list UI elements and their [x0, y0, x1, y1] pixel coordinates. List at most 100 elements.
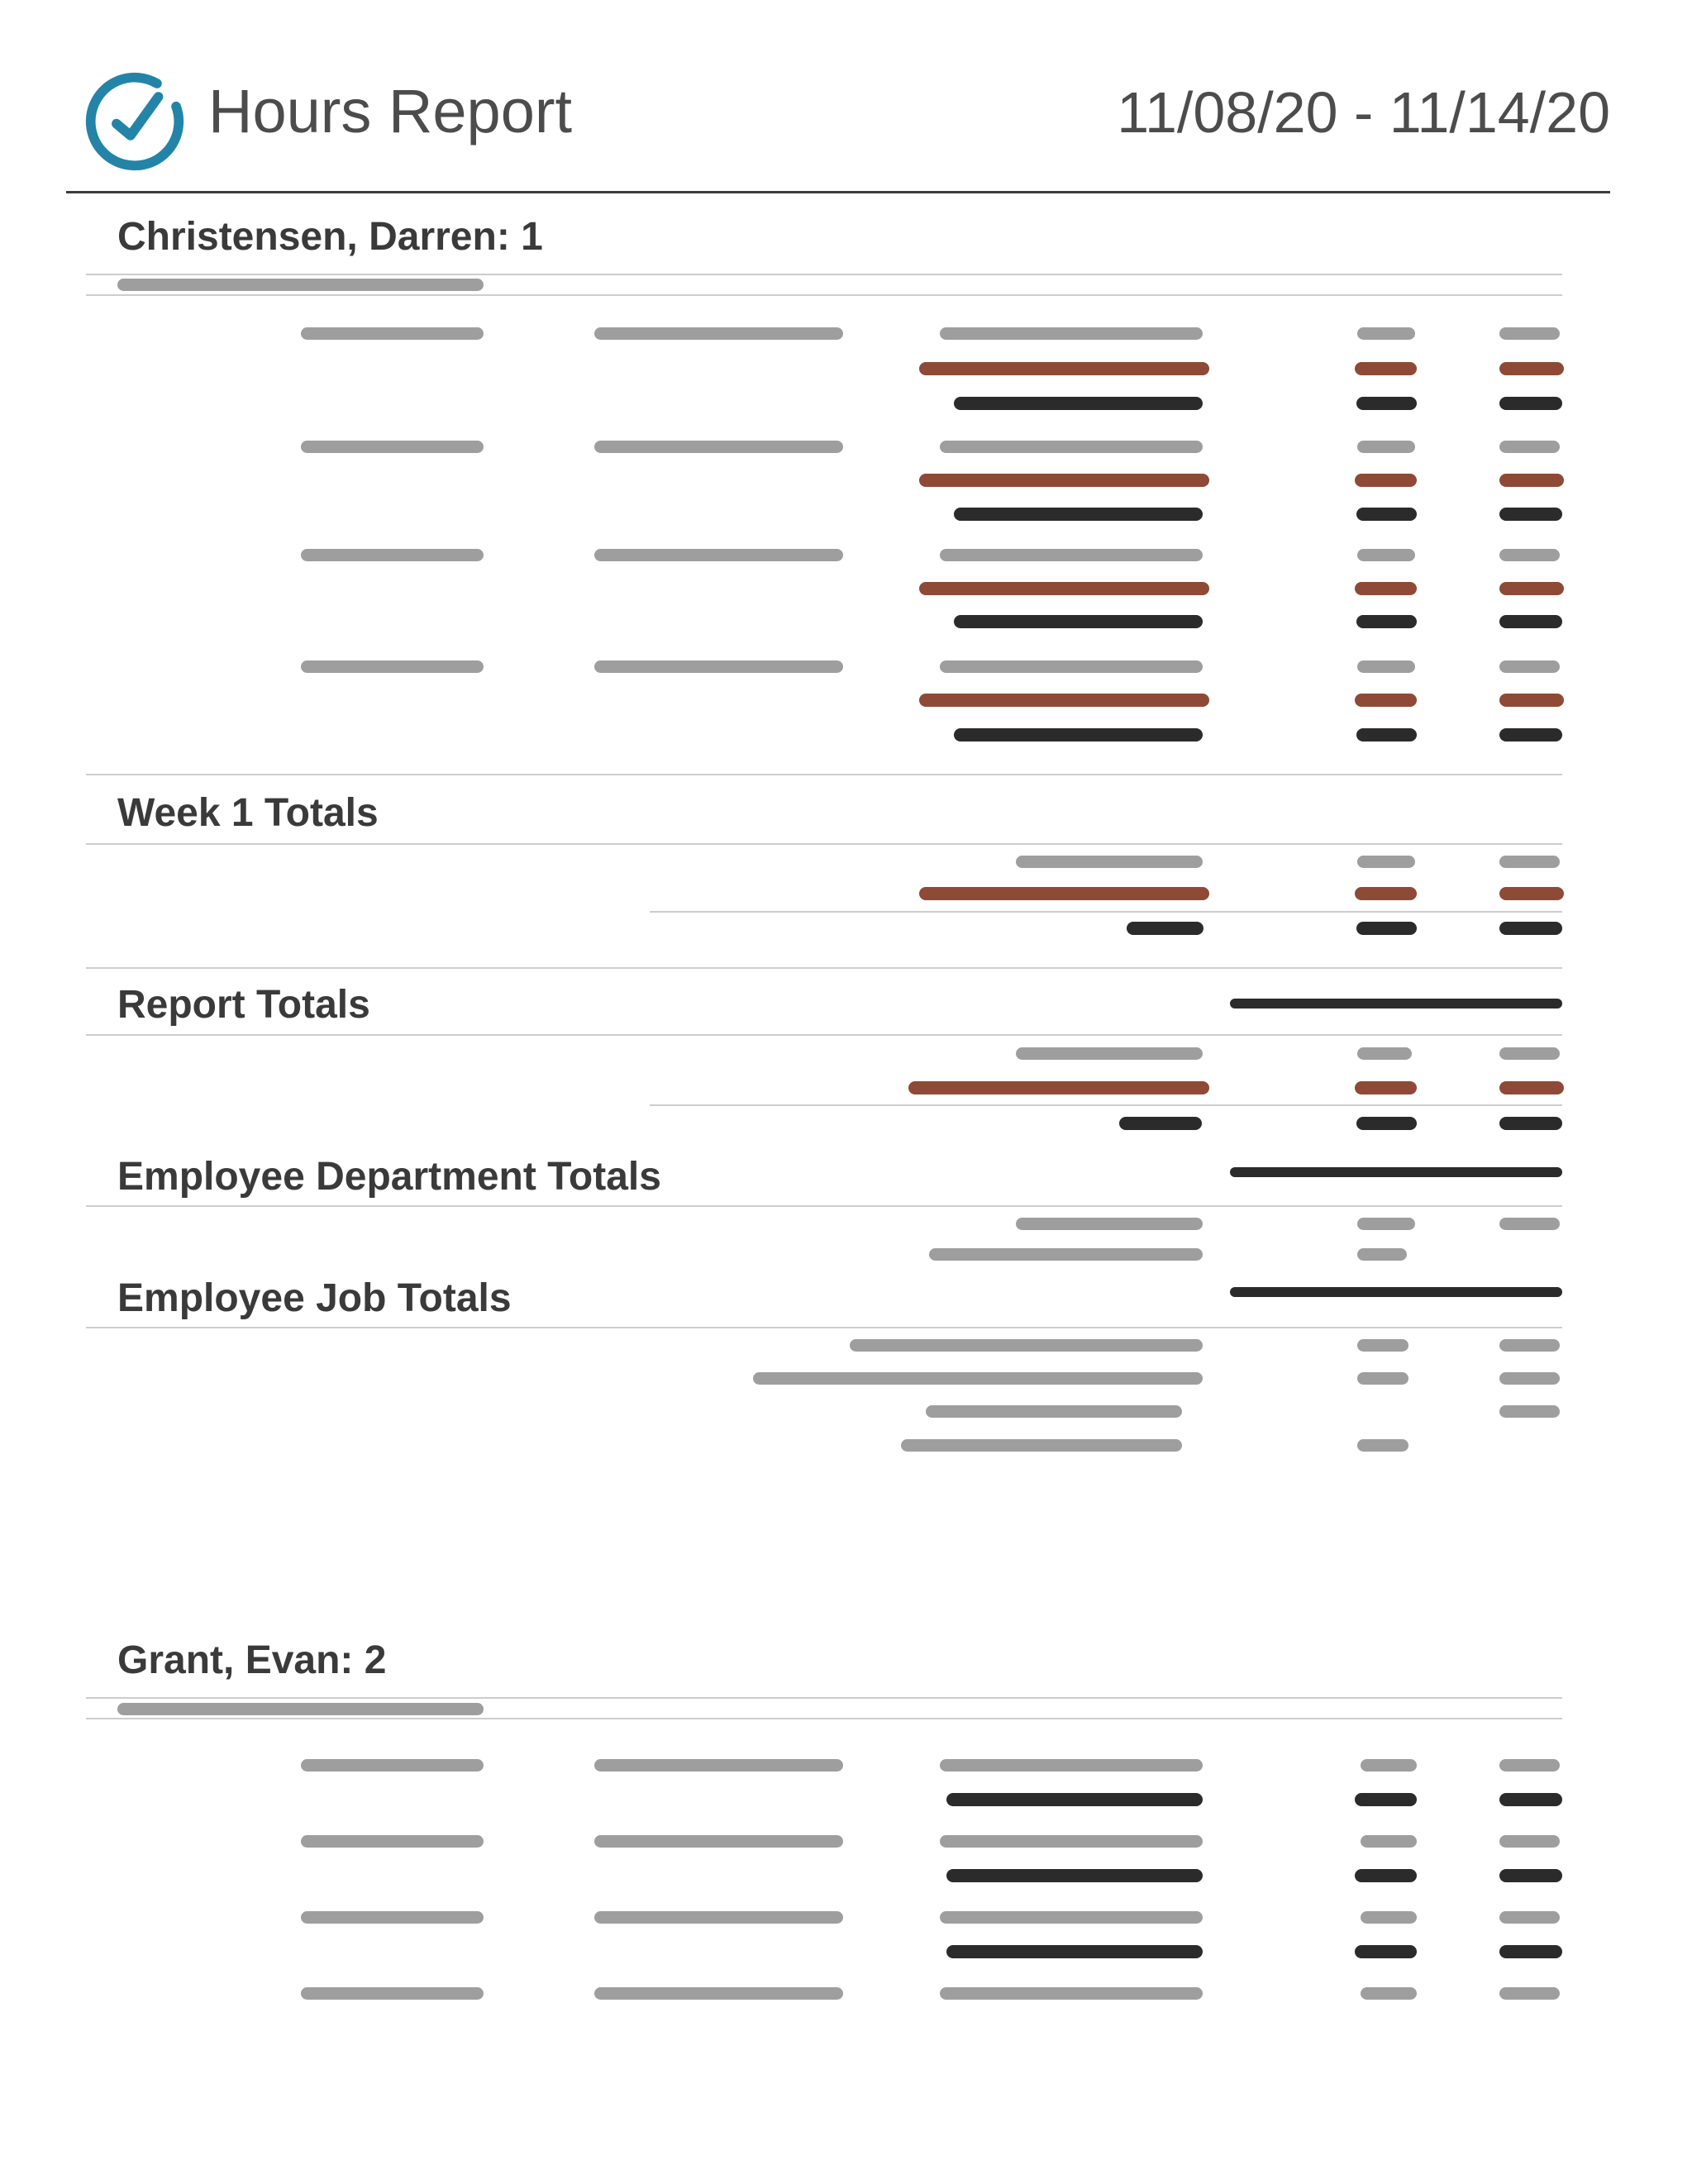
redacted-cell-bar — [1499, 362, 1564, 375]
redacted-cell-bar — [1355, 887, 1417, 900]
redacted-cell-bar — [1357, 1372, 1408, 1385]
row-divider-line — [86, 1697, 1562, 1699]
redacted-cell-bar — [1357, 660, 1415, 673]
header-divider — [66, 191, 1610, 193]
redacted-cell-bar — [1355, 362, 1417, 375]
redacted-cell-bar — [1499, 397, 1562, 410]
row-divider-line — [86, 774, 1562, 775]
redacted-cell-bar — [1357, 549, 1415, 561]
redacted-cell-bar — [1499, 1218, 1560, 1230]
redacted-cell-bar — [594, 441, 843, 453]
redacted-cell-bar — [594, 327, 843, 340]
redacted-cell-bar — [1357, 1218, 1415, 1230]
redacted-cell-bar — [1499, 327, 1560, 340]
redacted-cell-bar — [1499, 582, 1564, 595]
redacted-cell-bar — [1355, 1945, 1417, 1958]
week-totals-heading: Week 1 Totals — [117, 791, 379, 835]
row-divider-line — [86, 1205, 1562, 1207]
redacted-cell-bar — [850, 1339, 1203, 1352]
redacted-cell-bar — [1499, 1793, 1562, 1806]
redacted-cell-bar — [1499, 856, 1560, 868]
redacted-cell-bar — [1499, 1117, 1562, 1130]
redacted-cell-bar — [1356, 508, 1417, 521]
redacted-cell-bar — [594, 1759, 843, 1772]
redacted-cell-bar — [301, 1759, 484, 1772]
redacted-cell-bar — [1499, 1047, 1560, 1060]
redacted-cell-bar — [1499, 508, 1562, 521]
row-divider-line — [86, 294, 1562, 296]
redacted-cell-bar — [954, 615, 1203, 628]
redacted-cell-bar — [919, 474, 1209, 487]
redacted-cell-bar — [1357, 1047, 1412, 1060]
redacted-cell-bar — [1499, 1372, 1560, 1385]
redacted-cell-bar — [1361, 1987, 1417, 2000]
redacted-cell-bar — [1356, 728, 1417, 742]
redacted-cell-bar — [1499, 694, 1564, 707]
redacted-cell-bar — [1499, 474, 1564, 487]
redacted-cell-bar — [940, 1835, 1203, 1848]
redacted-cell-bar — [1016, 1218, 1203, 1230]
row-divider-line — [86, 1327, 1562, 1328]
redacted-cell-bar — [594, 660, 843, 673]
redacted-cell-bar — [954, 508, 1203, 521]
redacted-cell-bar — [919, 362, 1209, 375]
row-divider-line — [86, 843, 1562, 845]
redacted-cell-bar — [1499, 1339, 1560, 1352]
row-divider-line — [86, 1034, 1562, 1036]
redacted-cell-bar — [1361, 1835, 1417, 1848]
report-totals-heading: Report Totals — [117, 983, 370, 1027]
redacted-cell-bar — [1356, 922, 1417, 935]
redacted-cell-bar — [301, 441, 484, 453]
redacted-cell-bar — [1355, 474, 1417, 487]
redacted-cell-bar — [1357, 441, 1415, 453]
redacted-cell-bar — [1499, 922, 1562, 935]
redacted-cell-bar — [301, 327, 484, 340]
redacted-cell-bar — [1499, 728, 1562, 742]
redacted-cell-bar — [1361, 1759, 1417, 1772]
redacted-cell-bar — [594, 1835, 843, 1848]
redacted-cell-bar — [1357, 1439, 1408, 1452]
redacted-cell-bar — [1499, 1987, 1560, 2000]
redacted-cell-bar — [301, 1911, 484, 1924]
redacted-cell-bar — [594, 1911, 843, 1924]
redacted-cell-bar — [946, 1869, 1203, 1882]
clock-logo-icon — [85, 72, 184, 171]
redacted-cell-bar — [1357, 1248, 1407, 1261]
redacted-cell-bar — [919, 887, 1209, 900]
redacted-cell-bar — [1499, 1945, 1562, 1958]
redacted-cell-bar — [301, 660, 484, 673]
redacted-cell-bar — [1499, 1911, 1560, 1924]
heading-total-bar — [1230, 1287, 1562, 1297]
redacted-cell-bar — [1361, 1911, 1417, 1924]
redacted-cell-bar — [1356, 615, 1417, 628]
redacted-cell-bar — [1016, 1047, 1203, 1060]
row-divider-line — [86, 1718, 1562, 1719]
redacted-cell-bar — [940, 441, 1203, 453]
redacted-cell-bar — [1499, 887, 1564, 900]
redacted-cell-bar — [940, 327, 1203, 340]
redacted-cell-bar — [301, 549, 484, 561]
redacted-cell-bar — [1357, 856, 1415, 868]
subtotal-divider-line — [650, 1104, 1562, 1106]
redacted-cell-bar — [901, 1439, 1182, 1452]
redacted-cell-bar — [919, 582, 1209, 595]
row-divider-line — [86, 967, 1562, 969]
redacted-cell-bar — [1357, 1339, 1408, 1352]
redacted-cell-bar — [1355, 694, 1417, 707]
redacted-cell-bar — [1357, 327, 1415, 340]
redacted-cell-bar — [908, 1081, 1209, 1094]
redacted-cell-bar — [1355, 1081, 1417, 1094]
redacted-cell-bar — [1356, 1117, 1417, 1130]
redacted-cell-bar — [1499, 1759, 1560, 1772]
heading-total-bar — [1230, 999, 1562, 1009]
redacted-cell-bar — [1355, 582, 1417, 595]
redacted-subtitle-bar — [117, 1703, 484, 1715]
redacted-cell-bar — [919, 694, 1209, 707]
redacted-cell-bar — [1355, 1869, 1417, 1882]
redacted-subtitle-bar — [117, 279, 484, 291]
employee-name-heading: Christensen, Darren: 1 — [117, 215, 543, 259]
redacted-cell-bar — [940, 1759, 1203, 1772]
redacted-cell-bar — [929, 1248, 1203, 1261]
heading-total-bar — [1230, 1167, 1562, 1177]
